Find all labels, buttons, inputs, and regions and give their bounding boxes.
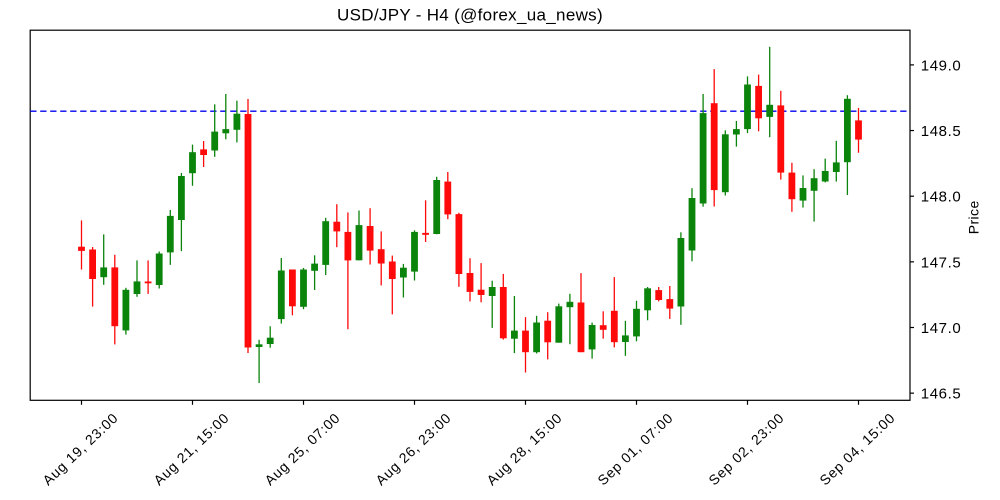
svg-text:Sep 02, 23:00: Sep 02, 23:00 xyxy=(705,409,787,488)
svg-text:147.5: 147.5 xyxy=(921,254,962,271)
svg-text:Price: Price xyxy=(966,200,982,234)
svg-text:Aug 21, 15:00: Aug 21, 15:00 xyxy=(150,409,232,488)
svg-text:148.0: 148.0 xyxy=(921,189,962,206)
svg-text:Sep 01, 07:00: Sep 01, 07:00 xyxy=(594,409,676,488)
svg-text:146.5: 146.5 xyxy=(921,386,962,403)
svg-text:Aug 28, 15:00: Aug 28, 15:00 xyxy=(483,409,565,488)
svg-text:149.0: 149.0 xyxy=(921,57,962,74)
svg-text:USD/JPY - H4 (@forex_ua_news): USD/JPY - H4 (@forex_ua_news) xyxy=(337,5,603,24)
svg-text:Aug 25, 07:00: Aug 25, 07:00 xyxy=(261,409,343,488)
svg-text:Aug 19, 23:00: Aug 19, 23:00 xyxy=(39,409,121,488)
svg-text:147.0: 147.0 xyxy=(921,320,962,337)
svg-text:Sep 04, 15:00: Sep 04, 15:00 xyxy=(816,409,898,488)
svg-text:Aug 26, 23:00: Aug 26, 23:00 xyxy=(372,409,454,488)
svg-text:148.5: 148.5 xyxy=(921,123,962,140)
